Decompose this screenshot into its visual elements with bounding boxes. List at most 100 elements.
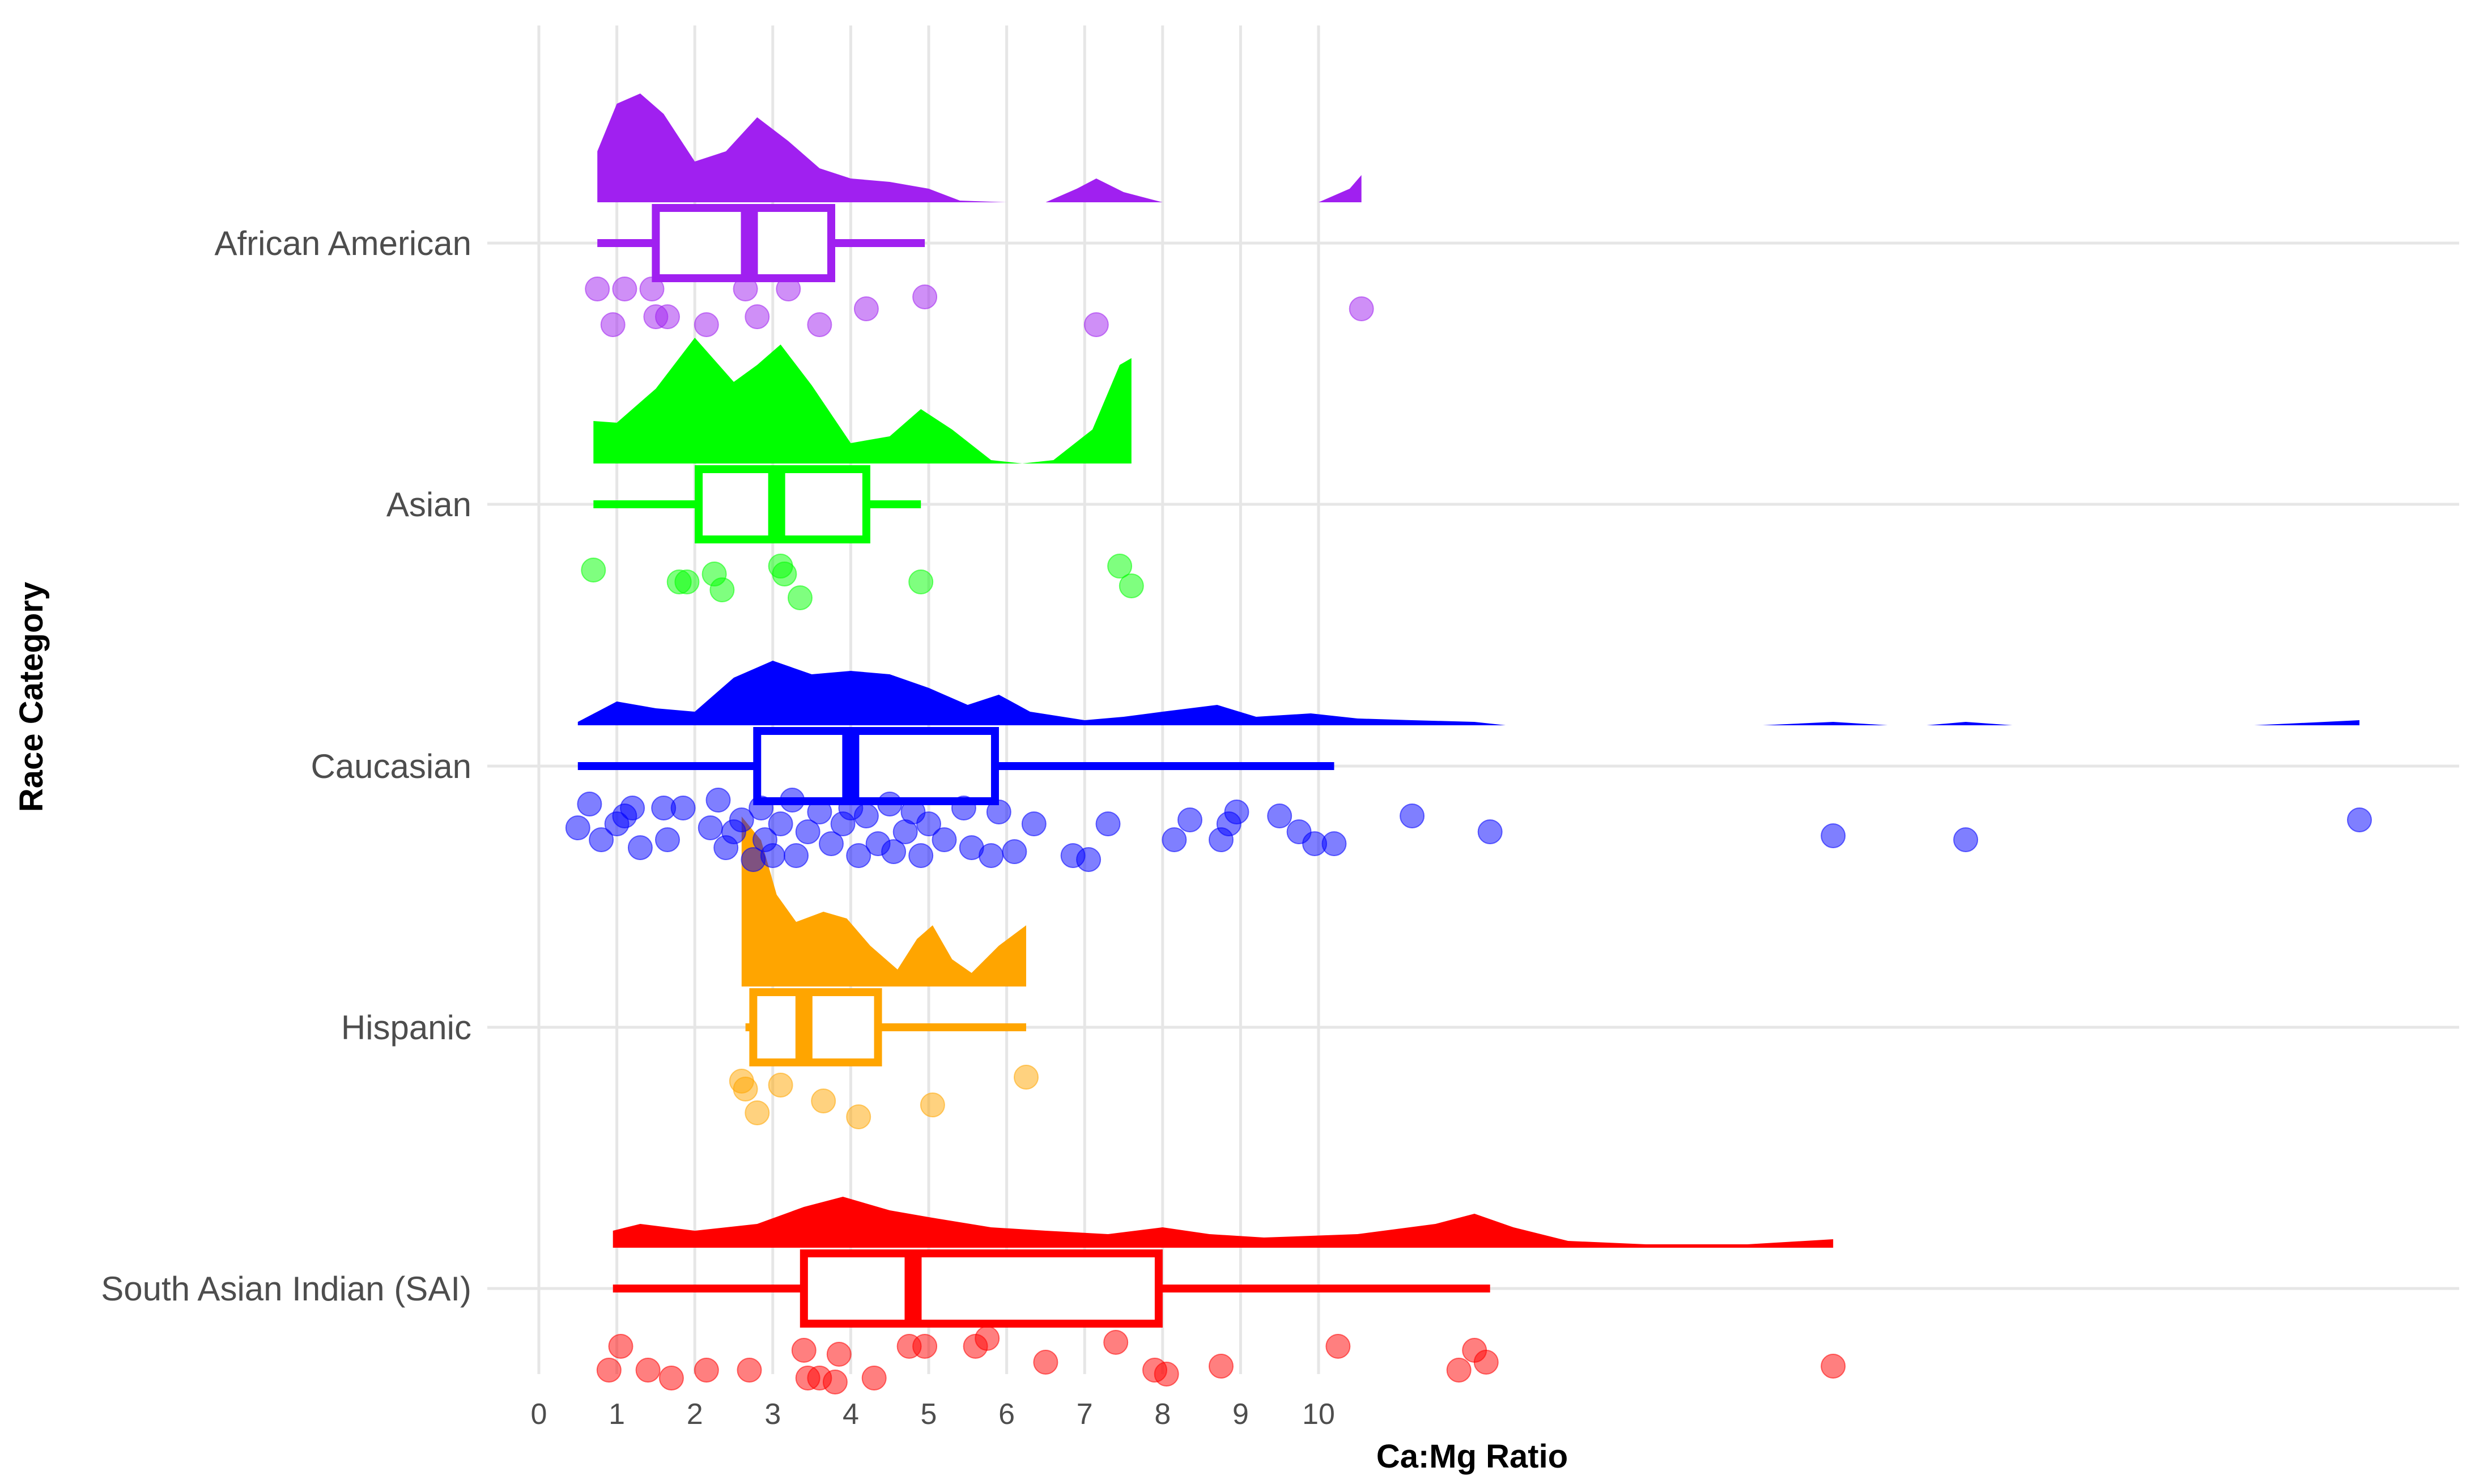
y-category-label: South Asian Indian (SAI) (101, 1270, 471, 1308)
data-point (819, 831, 844, 856)
y-category-label: African American (214, 224, 471, 262)
x-tick-label-10: 10 (1302, 1398, 1335, 1431)
data-point (658, 1366, 684, 1391)
data-point (596, 1358, 622, 1383)
data-point (577, 792, 602, 817)
data-point (694, 1358, 719, 1383)
data-point (807, 800, 832, 824)
x-tick-label-9: 9 (1232, 1398, 1249, 1431)
y-axis-category-labels: African American Asian Caucasian Hispanic So… (101, 224, 471, 1308)
data-point (1349, 296, 1374, 321)
data-point (986, 800, 1011, 824)
y-category-label: Asian (386, 486, 471, 524)
data-point (1953, 827, 1979, 852)
data-point (784, 843, 809, 868)
data-point (639, 277, 665, 301)
data-point (749, 796, 774, 820)
data-point (776, 277, 801, 301)
density-cloud (593, 338, 1132, 464)
x-tick-label-1: 1 (609, 1398, 625, 1431)
density-cloud (577, 661, 2359, 725)
y-axis-title: Race Category (13, 582, 50, 812)
data-point (1095, 811, 1121, 836)
iqr-box (749, 988, 882, 1066)
data-point (881, 839, 907, 864)
data-point (612, 277, 637, 301)
density-clouds (577, 93, 2359, 1248)
data-point (1473, 1350, 1499, 1375)
data-point (1083, 312, 1109, 337)
x-tick-label-6: 6 (998, 1398, 1015, 1431)
x-tick-label-7: 7 (1077, 1398, 1093, 1431)
density-cloud (597, 93, 1362, 202)
x-axis-tick-labels: 0 1 2 3 4 5 6 7 8 9 10 (531, 1398, 1335, 1431)
data-point (1267, 803, 1292, 828)
iqr-box (800, 1249, 1163, 1328)
data-point (698, 815, 723, 840)
data-point (733, 1077, 758, 1102)
data-point (565, 815, 590, 840)
data-point (807, 312, 832, 337)
x-tick-label-3: 3 (764, 1398, 781, 1431)
data-point (920, 1092, 945, 1117)
data-point (768, 1073, 793, 1098)
data-point (853, 803, 879, 828)
data-point (1224, 800, 1249, 824)
data-point (674, 569, 700, 594)
data-point (1821, 1354, 1846, 1379)
data-point (745, 1100, 770, 1125)
data-point (1154, 1362, 1179, 1387)
data-point (670, 796, 696, 820)
x-tick-label-0: 0 (531, 1398, 547, 1431)
x-tick-label-2: 2 (687, 1398, 703, 1431)
data-point (912, 1334, 938, 1359)
data-point (951, 796, 976, 820)
data-point (655, 827, 680, 852)
data-point (745, 304, 770, 329)
data-point (877, 792, 903, 817)
data-point (1076, 847, 1102, 872)
data-point (788, 585, 813, 610)
data-point (1325, 1334, 1351, 1359)
data-point (655, 304, 680, 329)
data-point (979, 843, 1004, 868)
data-point (791, 1338, 817, 1363)
data-point (1177, 807, 1202, 832)
data-point (1400, 803, 1425, 828)
data-point (912, 284, 938, 309)
data-point (737, 1358, 762, 1383)
x-tick-label-5: 5 (921, 1398, 937, 1431)
data-point (581, 558, 606, 582)
data-point (846, 1104, 871, 1129)
data-point (1821, 823, 1846, 848)
data-point (916, 811, 941, 836)
data-point (627, 835, 653, 860)
data-point (975, 1326, 1000, 1351)
data-point (2347, 807, 2372, 832)
data-point (1021, 811, 1047, 836)
data-point (589, 827, 614, 852)
data-point (780, 788, 805, 813)
x-axis-title: Ca:Mg Ratio (1376, 1438, 1568, 1475)
data-point (1477, 819, 1503, 844)
data-point (1446, 1358, 1472, 1383)
data-point (768, 811, 793, 836)
data-point (1162, 827, 1187, 852)
x-tick-label-8: 8 (1154, 1398, 1171, 1431)
data-point (620, 796, 645, 820)
data-point (1103, 1330, 1129, 1355)
data-point (908, 843, 934, 868)
data-point (585, 277, 610, 301)
data-point (861, 1366, 887, 1391)
data-point (1107, 554, 1133, 579)
data-point (908, 569, 934, 594)
y-category-label: Hispanic (341, 1009, 471, 1047)
boxplots (577, 204, 1490, 1328)
data-point (1119, 573, 1144, 598)
data-point (608, 1334, 633, 1359)
x-tick-label-4: 4 (843, 1398, 859, 1431)
data-point (772, 562, 797, 586)
data-point (822, 1370, 848, 1394)
data-point (1014, 1065, 1039, 1090)
